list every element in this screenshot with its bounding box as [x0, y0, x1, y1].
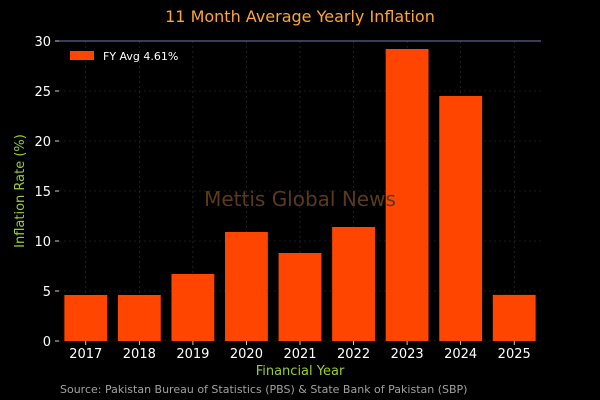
bars [64, 49, 536, 341]
legend-swatch [70, 51, 94, 60]
y-axis-label: Inflation Rate (%) [13, 134, 28, 248]
bar-2022 [332, 227, 375, 341]
x-tick-label: 2019 [176, 347, 209, 362]
x-tick-label: 2024 [444, 347, 477, 362]
y-tick-label: 0 [43, 335, 51, 350]
bar-2025 [492, 294, 536, 341]
x-tick-label: 2017 [69, 347, 102, 362]
bar-2023 [385, 49, 429, 341]
x-tick-label: 2023 [391, 347, 424, 362]
chart-title: 11 Month Average Yearly Inflation [165, 7, 435, 26]
y-tick-label: 10 [34, 235, 51, 250]
legend: FY Avg 4.61% [70, 50, 178, 63]
x-tick-label: 2025 [498, 347, 531, 362]
y-tick-label: 20 [34, 135, 51, 150]
y-tick-label: 5 [43, 285, 51, 300]
bar-2024 [439, 96, 483, 341]
bar-2019 [171, 274, 215, 341]
x-tick-label: 2020 [230, 347, 263, 362]
x-axis-label: Financial Year [256, 364, 345, 379]
bar-2021 [278, 253, 322, 341]
y-tick-label: 15 [34, 185, 51, 200]
legend-label: FY Avg 4.61% [103, 50, 178, 63]
bar-2020 [225, 232, 268, 341]
x-tick-label: 2022 [337, 347, 370, 362]
x-tick-label: 2021 [283, 347, 316, 362]
bar-2018 [117, 295, 161, 341]
watermark: Mettis Global News [204, 187, 396, 211]
x-axis-ticks: 2017 2018 2019 2020 2021 2022 2023 2024 2025 [69, 341, 531, 362]
x-tick-label: 2018 [123, 347, 156, 362]
source-note: Source: Pakistan Bureau of Statistics (P… [60, 383, 467, 396]
y-axis-ticks: 0 5 10 15 20 25 30 [34, 35, 59, 350]
bar-2017 [64, 295, 108, 341]
y-tick-label: 30 [34, 35, 51, 50]
y-tick-label: 25 [34, 85, 51, 100]
